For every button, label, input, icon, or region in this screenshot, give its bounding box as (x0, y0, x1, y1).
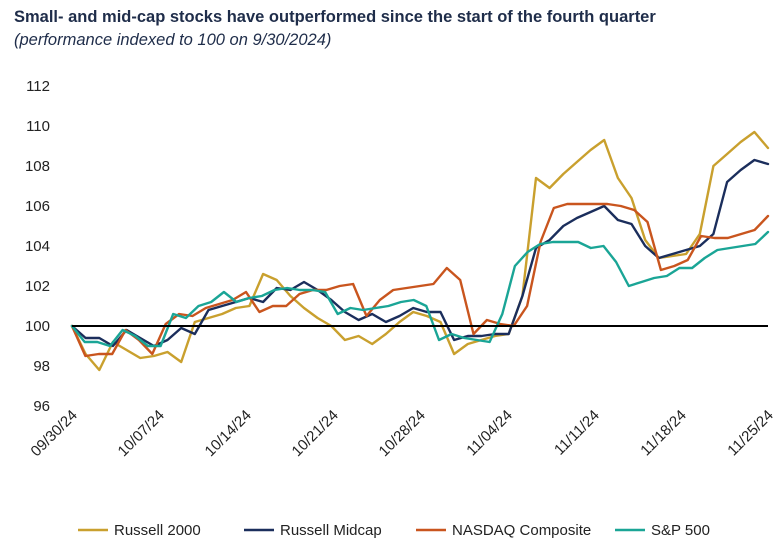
x-tick-label: 11/04/24 (463, 407, 516, 460)
y-tick-label: 102 (25, 278, 50, 295)
legend: Russell 2000 Russell Midcap NASDAQ Composi… (78, 522, 710, 539)
y-tick-label: 100 (25, 318, 50, 335)
x-tick-label: 11/11/24 (551, 407, 603, 459)
y-tick-label: 96 (33, 398, 50, 415)
y-tick-label: 108 (25, 158, 50, 175)
y-tick-label: 110 (26, 118, 50, 135)
series-line-s-p-500 (70, 230, 770, 348)
y-tick-label: 104 (25, 238, 50, 255)
series-lines (70, 130, 770, 372)
y-axis: 96 98 100 102 104 106 108 110 112 (25, 78, 50, 415)
legend-label: NASDAQ Composite (452, 522, 591, 539)
subtitle-text: (performance indexed to 100 on 9/30/2024… (14, 31, 332, 49)
x-tick-label: 11/25/24 (724, 407, 777, 460)
x-tick-label: 10/07/24 (115, 407, 168, 460)
x-tick-label: 10/14/24 (202, 407, 255, 460)
x-tick-label: 11/18/24 (637, 407, 690, 460)
legend-label: Russell 2000 (114, 522, 201, 539)
x-tick-label: 10/21/24 (289, 407, 342, 460)
title-text: Small- and mid-cap stocks have outperfor… (14, 8, 656, 26)
x-tick-label: 10/28/24 (376, 407, 429, 460)
series-line-russell-2000 (70, 130, 770, 372)
chart-title: Small- and mid-cap stocks have outperfor… (14, 6, 754, 52)
legend-label: Russell Midcap (280, 522, 382, 539)
legend-label: S&P 500 (651, 522, 710, 539)
y-tick-label: 98 (33, 358, 50, 375)
y-tick-label: 106 (25, 198, 50, 215)
x-axis: 09/30/24 10/07/24 10/14/24 10/21/24 10/28/24… (28, 407, 777, 460)
series-line-russell-midcap (70, 158, 770, 348)
y-tick-label: 112 (26, 78, 50, 95)
